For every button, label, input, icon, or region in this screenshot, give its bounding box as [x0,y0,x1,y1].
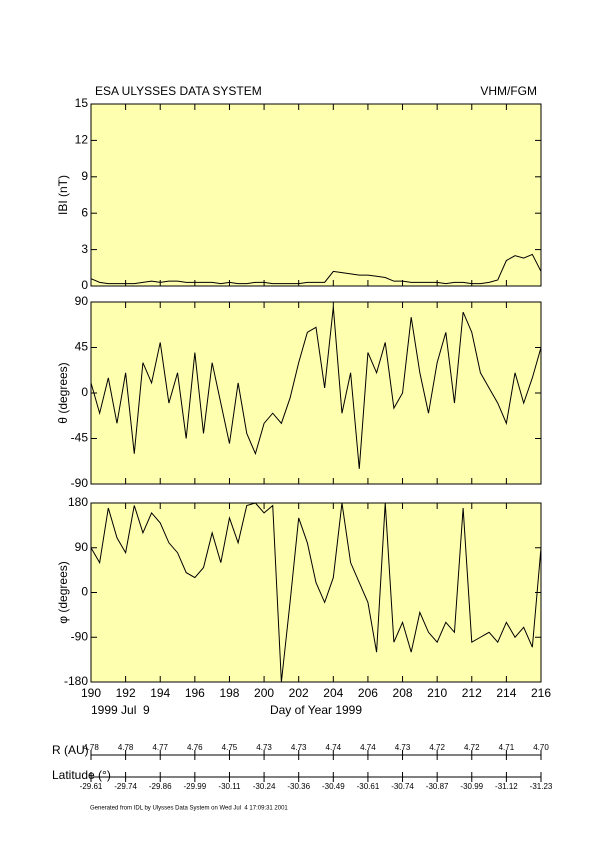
footer: Generated from IDL by Ulysses Data Syste… [90,806,288,812]
scale-label: 4.73 [291,743,307,752]
y-tick-label: 0 [81,278,88,292]
scale-label: 4.72 [464,743,480,752]
y-tick-label: -90 [71,629,89,643]
latitude-label: Latitude (°) [52,768,111,782]
x-tick-label: 196 [185,686,205,700]
scale-label: 4.73 [256,743,272,752]
x-tick-label: 206 [358,686,378,700]
y-tick-label: 6 [81,205,88,219]
y-tick-label: 9 [81,169,88,183]
scale-label: -30.99 [460,782,483,791]
x-tick-label: 192 [116,686,136,700]
x-tick-label: 200 [254,686,274,700]
scale-label: 4.74 [326,743,342,752]
scale-label: 4.78 [118,743,134,752]
y-tick-label: 0 [81,385,88,399]
y-axis-label: IBI (nT) [56,175,70,215]
data-line [90,307,542,469]
y-tick-label: 0 [81,585,88,599]
x-tick-label: 202 [289,686,309,700]
y-tick-label: 3 [81,242,88,256]
y-tick-label: 12 [75,133,89,147]
x-tick-label: 212 [462,686,482,700]
x-tick-label: 216 [531,686,551,700]
scale-label: 4.73 [395,743,411,752]
scale-label: -30.87 [426,782,449,791]
scale-label: 4.75 [222,743,238,752]
x-tick-label: 208 [393,686,413,700]
scale-label: -30.36 [287,782,310,791]
y-tick-label: 45 [75,340,89,354]
x-axis-label: Day of Year 1999 [270,703,362,717]
start-date: 1999 Jul 9 [91,703,150,717]
x-tick-label: 190 [81,686,101,700]
y-tick-label: -90 [71,476,89,490]
plot-area [90,301,542,485]
y-tick-label: 90 [75,540,89,554]
scale-label: -30.61 [357,782,380,791]
plot-area [90,103,542,287]
scale-label: 4.71 [499,743,515,752]
y-tick-label: -180 [64,674,88,688]
scale-label: -30.24 [253,782,276,791]
x-tick-label: 204 [323,686,343,700]
scale-label: -29.99 [184,782,207,791]
scale-label: -29.86 [149,782,172,791]
scale-label: 4.77 [152,743,168,752]
scale-label: 4.78 [83,743,99,752]
scale-label: -31.23 [530,782,553,791]
scale-label: -30.74 [391,782,414,791]
scale-label: 4.72 [429,743,445,752]
scale-label: -30.49 [322,782,345,791]
scale-label: 4.74 [360,743,376,752]
x-tick-label: 198 [219,686,239,700]
y-tick-label: 180 [68,495,88,509]
title: ESA ULYSSES DATA SYSTEM [95,84,262,98]
x-tick-label: 214 [496,686,516,700]
scale-label: -30.11 [218,782,241,791]
scale-label: -29.74 [114,782,137,791]
data-line [90,502,542,683]
x-tick-label: 210 [427,686,447,700]
scale-label: -31.12 [495,782,518,791]
scale-label: 4.70 [533,743,549,752]
y-tick-label: 15 [75,96,89,110]
scale-label: 4.76 [187,743,203,752]
y-tick-label: -45 [71,431,89,445]
r-label: R (AU) [52,743,89,757]
instrument: VHM/FGM [480,84,537,98]
y-axis-label: φ (degrees) [56,561,70,623]
scale-label: -29.61 [80,782,103,791]
x-tick-label: 194 [150,686,170,700]
y-axis-label: θ (degrees) [56,362,70,423]
data-line [90,253,542,285]
y-tick-label: 90 [75,294,89,308]
plot-area [90,502,542,683]
